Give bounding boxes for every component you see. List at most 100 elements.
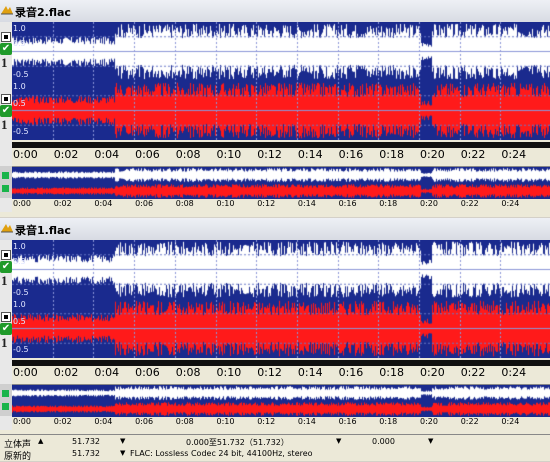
- time-label: 0:06: [135, 148, 160, 161]
- status-bar: 立体声 ▲ 51.732 ▼ 0.000至51.732（51.732） ▼ 0.…: [0, 434, 550, 462]
- time-label: 0:24: [501, 417, 520, 426]
- time-label: 0:04: [94, 366, 120, 379]
- channel-number: 1: [1, 273, 8, 288]
- time-label: 0:06: [135, 366, 160, 379]
- time-label: 0:22: [460, 199, 479, 208]
- time-tick-strip: [12, 142, 550, 148]
- time-label: 0:22: [460, 148, 486, 161]
- waveform-canvas[interactable]: [12, 22, 550, 140]
- overview-ruler: 0:00 0:02 0:04 0:06 0:08 0:10 0:12 0:14 0:16 0:18…: [12, 199, 550, 211]
- right-channel-control[interactable]: ✔ 1: [0, 94, 12, 136]
- time-label: 0:04: [94, 417, 113, 426]
- dropdown-icon[interactable]: ▼: [120, 449, 126, 457]
- time-label: 0:02: [53, 417, 72, 426]
- file-panel-1: 录音2.flac ✔ 1 ✔ 1 1.0 0.5 -0.5 1.0 0.5 -0.5 0:…: [0, 0, 550, 217]
- time-ruler[interactable]: 0:00 0:02 0:04 0:06 0:08 0:10 0:12 0:14 0:16 0:18…: [12, 366, 550, 382]
- time-label: 0:10: [216, 148, 242, 161]
- channel-select-box[interactable]: [1, 312, 11, 322]
- file-icon: [1, 6, 13, 15]
- sort-up-icon[interactable]: ▲: [38, 437, 44, 445]
- right-channel-control[interactable]: ✔ 1: [0, 312, 12, 354]
- time-label: 0:20: [420, 148, 445, 161]
- dropdown-icon[interactable]: ▼: [336, 437, 342, 445]
- channel-select-box[interactable]: [1, 94, 11, 104]
- amplitude-label: 1.0: [13, 24, 26, 33]
- left-channel-control[interactable]: ✔ 1: [0, 250, 12, 292]
- time-label: 0:22: [460, 417, 479, 426]
- dropdown-icon[interactable]: ▼: [428, 437, 434, 445]
- time-label: 0:18: [379, 199, 398, 208]
- channel-number: 1: [1, 117, 8, 132]
- overview-canvas[interactable]: [12, 385, 550, 417]
- time-label: 0:12: [257, 366, 282, 379]
- time-label: 0:00: [13, 199, 31, 208]
- time-label: 0:18: [379, 366, 404, 379]
- time-label: 0:16: [338, 199, 357, 208]
- time-label: 0:08: [175, 199, 194, 208]
- left-channel-control[interactable]: ✔ 1: [0, 32, 12, 74]
- time-label: 0:04: [94, 199, 113, 208]
- time-label: 0:00: [13, 366, 38, 379]
- check-icon[interactable]: ✔: [0, 323, 12, 335]
- time-label: 0:12: [257, 148, 282, 161]
- file-title-bar[interactable]: 录音1.flac: [0, 218, 550, 241]
- channel-number: 1: [1, 55, 8, 70]
- time-ruler[interactable]: 0:00 0:02 0:04 0:06 0:08 0:10 0:12 0:14 0:16 0:18…: [12, 148, 550, 164]
- amplitude-label: 0.5: [13, 257, 26, 266]
- time-label: 0:12: [257, 417, 276, 426]
- file-icon: [1, 224, 13, 233]
- time-label: 0:14: [297, 417, 316, 426]
- file-title: 录音1.flac: [15, 224, 71, 237]
- amplitude-label: 0.5: [13, 99, 26, 108]
- overview-marker: [2, 403, 9, 410]
- cursor-value: 51.732: [72, 437, 100, 446]
- time-label: 0:06: [135, 199, 154, 208]
- time-label: 0:02: [53, 366, 79, 379]
- amplitude-label: 0.5: [13, 39, 26, 48]
- amplitude-label: 1.0: [13, 300, 26, 309]
- view-value: 0.000: [372, 437, 395, 446]
- time-label: 0:06: [135, 417, 154, 426]
- file-panel-2: 录音1.flac ✔ 1 ✔ 1 1.0 0.5 -0.5 1.0 0.5 -0.5 0:…: [0, 218, 550, 435]
- time-label: 0:16: [338, 366, 364, 379]
- file-length: 51.732: [72, 449, 100, 458]
- time-label: 0:02: [53, 148, 79, 161]
- amplitude-label: -0.5: [13, 70, 29, 79]
- waveform-canvas[interactable]: [12, 240, 550, 358]
- overview-canvas[interactable]: [12, 167, 550, 199]
- check-icon[interactable]: ✔: [0, 43, 12, 55]
- selection-range: 0.000至51.732（51.732）: [186, 438, 289, 447]
- waveform-view[interactable]: [12, 22, 550, 140]
- channel-select-box[interactable]: [1, 250, 11, 260]
- overview-marker: [2, 390, 9, 397]
- channel-select-box[interactable]: [1, 32, 11, 42]
- amplitude-label: -0.5: [13, 345, 29, 354]
- overview-waveform[interactable]: [12, 384, 550, 417]
- time-label: 0:02: [53, 199, 72, 208]
- check-icon[interactable]: ✔: [0, 261, 12, 273]
- amplitude-label: -0.5: [13, 127, 29, 136]
- overview-side: [0, 384, 12, 416]
- time-label: 0:24: [501, 199, 520, 208]
- time-label: 0:14: [297, 366, 323, 379]
- time-label: 0:00: [13, 148, 38, 161]
- time-label: 0:24: [501, 366, 527, 379]
- dropdown-icon[interactable]: ▼: [120, 437, 126, 445]
- file-format: FLAC: Lossless Codec 24 bit, 44100Hz, st…: [130, 449, 313, 458]
- amplitude-label: 1.0: [13, 242, 26, 251]
- time-label: 0:22: [460, 366, 486, 379]
- overview-waveform[interactable]: [12, 166, 550, 199]
- check-icon[interactable]: ✔: [0, 105, 12, 117]
- time-label: 0:18: [379, 148, 404, 161]
- file-title-bar[interactable]: 录音2.flac: [0, 0, 550, 23]
- file-state: 原新的: [4, 452, 32, 462]
- time-label: 0:20: [420, 417, 438, 426]
- time-label: 0:24: [501, 148, 527, 161]
- time-label: 0:16: [338, 417, 357, 426]
- overview-marker: [2, 185, 9, 192]
- amplitude-label: 1.0: [13, 82, 26, 91]
- time-label: 0:14: [297, 199, 316, 208]
- waveform-view[interactable]: [12, 240, 550, 358]
- overview-marker: [2, 172, 9, 179]
- amplitude-label: -0.5: [13, 288, 29, 297]
